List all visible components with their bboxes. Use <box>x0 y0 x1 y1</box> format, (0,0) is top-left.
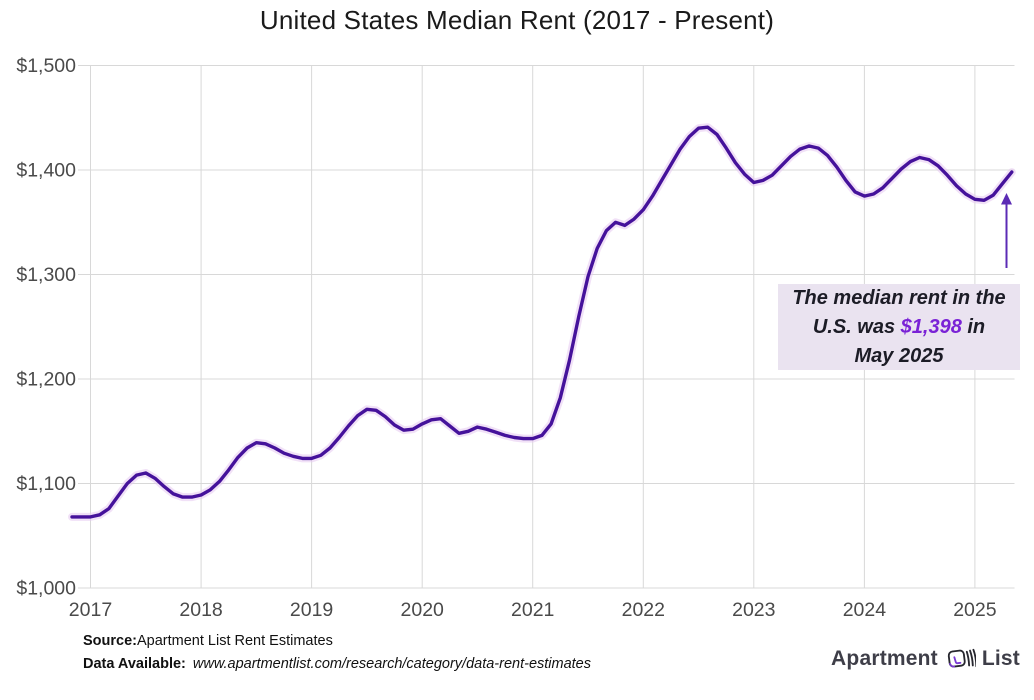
chart-title: United States Median Rent (2017 - Presen… <box>259 5 775 35</box>
x-axis-labels: 2017 2018 2019 2020 2021 2022 2023 2024 2025 <box>69 599 997 621</box>
y-tick-label: $1,200 <box>16 369 76 391</box>
x-tick-label: 2020 <box>401 599 445 621</box>
annotation-line1: The median rent in the <box>792 286 1006 309</box>
x-tick-label: 2023 <box>732 599 775 621</box>
y-tick-label: $1,000 <box>16 578 76 600</box>
data-available-label: Data Available: <box>83 655 186 672</box>
y-tick-label: $1,100 <box>16 473 76 495</box>
annotation-text: The median rent in the U.S. was $1,398 i… <box>792 284 1005 371</box>
median-rent-line <box>70 125 1014 519</box>
x-tick-label: 2019 <box>290 599 333 621</box>
logo-word-list: List <box>981 647 1020 670</box>
y-tick-label: $1,400 <box>16 160 76 182</box>
x-tick-label: 2024 <box>843 599 887 621</box>
median-rent-line-chart: $1,000 $1,100 $1,200 $1,300 $1,400 $1,500 201… <box>16 55 1016 621</box>
source-line: Source:Apartment List Rent Estimates <box>83 630 591 653</box>
data-available-line: Data Available: www.apartmentlist.com/res… <box>83 653 591 676</box>
source-value: Apartment List Rent Estimates <box>137 633 333 649</box>
y-axis-labels: $1,000 $1,100 $1,200 $1,300 $1,400 $1,500 <box>16 55 76 600</box>
source-label: Source: <box>83 633 137 649</box>
annotation-value: $1,398 <box>900 315 962 338</box>
x-tick-label: 2021 <box>511 599 554 621</box>
data-available-url: www.apartmentlist.com/research/category/… <box>192 655 591 672</box>
x-tick-label: 2022 <box>622 599 665 621</box>
x-tick-label: 2025 <box>953 599 997 621</box>
x-tick-label: 2017 <box>69 599 112 621</box>
annotation-arrow-icon <box>1001 193 1012 268</box>
x-tick-label: 2018 <box>179 599 222 621</box>
annotation-line3: May 2025 <box>854 344 944 367</box>
annotation-box: The median rent in the U.S. was $1,398 i… <box>778 284 1020 370</box>
footer: Source:Apartment List Rent Estimates Dat… <box>83 630 591 675</box>
y-tick-label: $1,300 <box>16 264 76 286</box>
y-tick-label: $1,500 <box>16 55 76 77</box>
apartment-list-logo-icon <box>947 648 976 668</box>
logo-word-apartment: Apartment <box>831 647 938 670</box>
annotation-line2-pre: U.S. was <box>812 315 901 338</box>
apartment-list-logo: Apartment List <box>831 644 1020 674</box>
annotation-line2-post: in <box>961 315 986 338</box>
arrow-head <box>1001 193 1012 205</box>
